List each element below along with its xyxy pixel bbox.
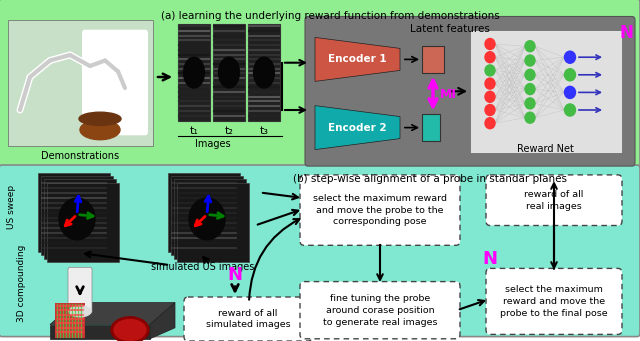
Text: US sweep: US sweep: [8, 185, 17, 229]
FancyBboxPatch shape: [305, 16, 635, 166]
Text: Latent features: Latent features: [410, 24, 490, 34]
Text: N: N: [619, 24, 633, 42]
Text: Reward Net: Reward Net: [516, 144, 573, 154]
Circle shape: [525, 112, 535, 123]
Text: 3D compounding: 3D compounding: [17, 245, 26, 323]
FancyBboxPatch shape: [171, 176, 243, 255]
Circle shape: [525, 41, 535, 52]
Circle shape: [525, 55, 535, 66]
Polygon shape: [150, 302, 175, 339]
Circle shape: [564, 86, 575, 99]
Text: (b) step-wise alignment of a probe in standar planes: (b) step-wise alignment of a probe in st…: [293, 174, 567, 184]
FancyBboxPatch shape: [486, 175, 622, 225]
FancyBboxPatch shape: [300, 282, 460, 339]
Circle shape: [564, 104, 575, 116]
Text: N: N: [227, 266, 243, 284]
FancyBboxPatch shape: [184, 297, 312, 341]
FancyBboxPatch shape: [0, 0, 640, 168]
FancyBboxPatch shape: [47, 182, 119, 262]
FancyBboxPatch shape: [300, 175, 460, 245]
FancyBboxPatch shape: [178, 24, 210, 121]
Ellipse shape: [79, 112, 121, 125]
FancyBboxPatch shape: [68, 267, 92, 313]
Text: Images: Images: [195, 138, 231, 149]
FancyBboxPatch shape: [168, 173, 240, 252]
FancyBboxPatch shape: [177, 182, 249, 262]
FancyBboxPatch shape: [422, 114, 440, 141]
Circle shape: [485, 78, 495, 89]
FancyBboxPatch shape: [41, 176, 113, 255]
Circle shape: [485, 52, 495, 63]
FancyBboxPatch shape: [0, 165, 640, 337]
Circle shape: [485, 39, 495, 49]
FancyBboxPatch shape: [213, 24, 245, 121]
Text: Demonstrations: Demonstrations: [41, 151, 119, 161]
FancyBboxPatch shape: [174, 179, 246, 258]
Ellipse shape: [59, 198, 95, 240]
Ellipse shape: [189, 198, 225, 240]
Text: fine tuning the probe
around corase position
to generate real images: fine tuning the probe around corase posi…: [323, 294, 437, 326]
Text: Encoder 1: Encoder 1: [328, 55, 387, 64]
Circle shape: [485, 104, 495, 116]
FancyBboxPatch shape: [8, 20, 153, 146]
Circle shape: [485, 91, 495, 102]
Text: MI: MI: [440, 88, 457, 101]
Text: select the maximum reward
and move the probe to the
corresponding pose: select the maximum reward and move the p…: [313, 194, 447, 226]
Text: reward of all
real images: reward of all real images: [524, 190, 584, 211]
FancyBboxPatch shape: [470, 30, 622, 153]
Text: t₁: t₁: [189, 127, 198, 136]
FancyBboxPatch shape: [422, 46, 444, 73]
Text: reward of all
simulated images: reward of all simulated images: [205, 309, 291, 329]
Ellipse shape: [69, 306, 91, 317]
Text: N: N: [483, 250, 497, 267]
FancyBboxPatch shape: [486, 268, 622, 335]
Circle shape: [525, 98, 535, 109]
FancyBboxPatch shape: [44, 179, 116, 258]
Ellipse shape: [111, 317, 149, 341]
Circle shape: [564, 69, 575, 81]
Ellipse shape: [114, 320, 146, 340]
Polygon shape: [50, 325, 150, 339]
Polygon shape: [315, 106, 400, 150]
Text: simulated US images: simulated US images: [151, 262, 255, 272]
FancyBboxPatch shape: [248, 24, 280, 121]
Text: t₂: t₂: [225, 127, 234, 136]
Circle shape: [525, 69, 535, 80]
FancyBboxPatch shape: [55, 302, 85, 338]
Polygon shape: [315, 38, 400, 81]
Ellipse shape: [253, 57, 275, 88]
Ellipse shape: [184, 57, 204, 88]
FancyBboxPatch shape: [82, 30, 148, 135]
FancyBboxPatch shape: [38, 173, 110, 252]
Ellipse shape: [219, 57, 239, 88]
Polygon shape: [50, 302, 175, 325]
Text: Encoder 2: Encoder 2: [328, 123, 387, 133]
Circle shape: [525, 84, 535, 94]
Text: (a) learning the underlying reward function from demonstrations: (a) learning the underlying reward funct…: [161, 11, 499, 21]
Text: t₃: t₃: [259, 127, 269, 136]
Circle shape: [485, 118, 495, 129]
Circle shape: [564, 51, 575, 63]
Ellipse shape: [80, 120, 120, 140]
Circle shape: [485, 65, 495, 76]
Text: select the maximum
reward and move the
probe to the final pose: select the maximum reward and move the p…: [500, 285, 608, 318]
